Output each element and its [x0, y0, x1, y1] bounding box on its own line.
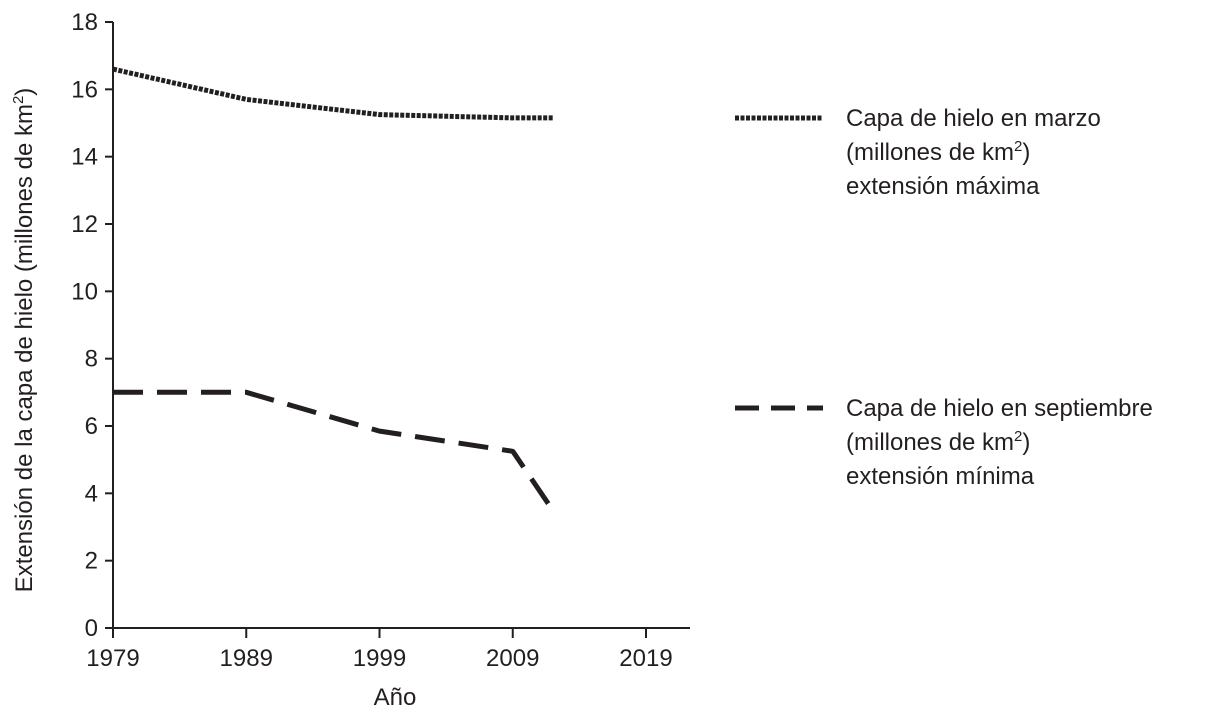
- legend-item-september: Capa de hielo en septiembre (millones de…: [735, 395, 1153, 490]
- y-tick-label: 10: [71, 278, 98, 305]
- x-tick-label: 1989: [220, 645, 273, 672]
- y-axis-title: Extensión de la capa de hielo (millones …: [10, 88, 38, 593]
- y-tick-label: 14: [71, 144, 98, 171]
- y-tick-label: 12: [71, 211, 98, 238]
- legend-march-sup: 2: [1014, 138, 1022, 155]
- y-tick-label: 0: [85, 615, 98, 642]
- x-ticks: 1979 1989 1999 2009 2019: [86, 628, 673, 672]
- y-tick-label: 8: [85, 346, 98, 373]
- legend-label-september-line1: Capa de hielo en septiembre: [846, 395, 1153, 422]
- x-tick-label: 1999: [353, 645, 406, 672]
- legend-label-september-line2: (millones de km2): [846, 428, 1030, 456]
- y-axis-title-sup: 2: [10, 96, 27, 104]
- y-axis-title-main: Extensión de la capa de hielo (millones …: [11, 104, 38, 592]
- series-line-march: [112, 66, 553, 121]
- legend-september-close: ): [1022, 429, 1030, 456]
- legend-label-march-line1: Capa de hielo en marzo: [846, 105, 1101, 132]
- x-axis-title: Año: [374, 684, 417, 711]
- x-tick-label: 2019: [619, 645, 672, 672]
- legend: Capa de hielo en marzo (millones de km2)…: [735, 105, 1153, 490]
- axes: [112, 22, 690, 629]
- x-tick-label: 2009: [486, 645, 539, 672]
- legend-march-units: (millones de km: [846, 139, 1014, 166]
- legend-item-march: Capa de hielo en marzo (millones de km2)…: [735, 105, 1101, 200]
- y-tick-label: 18: [71, 9, 98, 36]
- y-tick-label: 2: [85, 548, 98, 575]
- y-axis-title-end: ): [11, 88, 38, 96]
- legend-september-units: (millones de km: [846, 429, 1014, 456]
- y-tick-label: 6: [85, 413, 98, 440]
- y-ticks: 0 2 4 6 8 10 12 14 16 18: [71, 9, 113, 642]
- series-line-september: [113, 389, 555, 512]
- legend-label-march-line3: extensión máxima: [846, 173, 1040, 200]
- legend-label-march-line2: (millones de km2): [846, 138, 1030, 166]
- legend-label-september-line3: extensión mínima: [846, 463, 1035, 490]
- legend-march-close: ): [1022, 139, 1030, 166]
- series-lines: [112, 66, 555, 512]
- legend-september-sup: 2: [1014, 428, 1022, 445]
- x-tick-label: 1979: [86, 645, 139, 672]
- y-tick-label: 16: [71, 76, 98, 103]
- y-tick-label: 4: [85, 480, 98, 507]
